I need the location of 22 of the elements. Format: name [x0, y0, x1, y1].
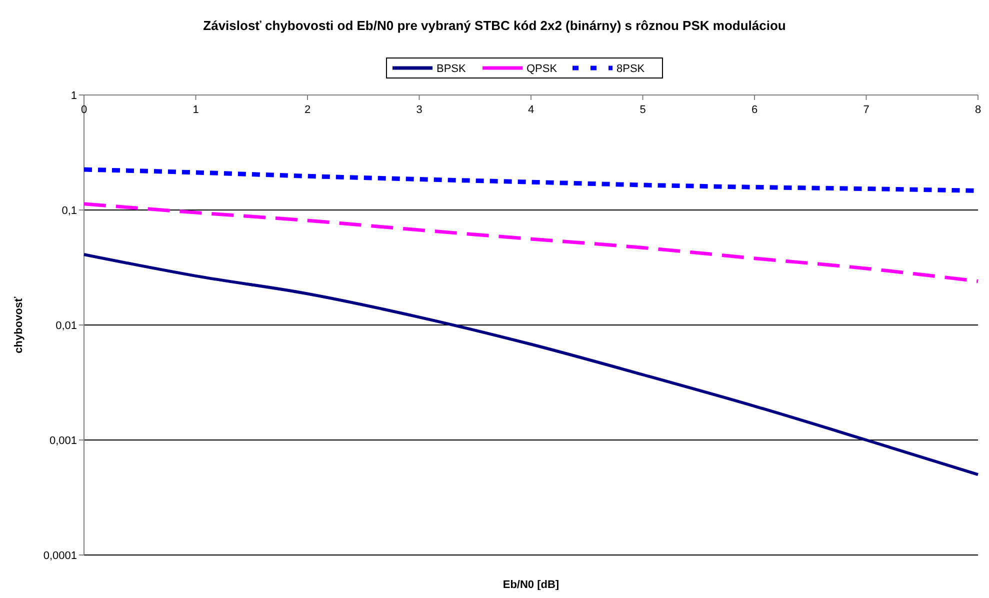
y-tick-label: 0,01	[56, 320, 77, 332]
x-tick-label: 7	[863, 104, 870, 116]
x-axis-title: Eb/N0 [dB]	[502, 579, 560, 591]
x-tick-label: 8	[974, 104, 982, 116]
x-tick-label: 4	[528, 104, 534, 116]
legend-label: BPSK	[436, 63, 467, 75]
y-tick-label: 0,0001	[43, 550, 77, 562]
x-tick-label: 5	[640, 104, 646, 116]
x-tick-label: 2	[304, 104, 311, 116]
y-tick-label: 0,1	[62, 205, 77, 217]
legend-label: QPSK	[526, 63, 558, 75]
line-series	[82, 253, 980, 476]
y-axis-title: chybovosť	[13, 296, 25, 354]
x-tick-label: 6	[751, 104, 758, 116]
x-tick-label: 3	[416, 104, 422, 116]
y-tick-label: 1	[70, 90, 77, 102]
x-tick-label: 1	[192, 104, 199, 116]
x-tick-label: 0	[80, 104, 88, 116]
legend-label: 8PSK	[616, 63, 646, 75]
y-tick-label: 0,001	[49, 435, 77, 447]
line-series	[82, 202, 980, 284]
chart-title: Závislosť chybovosti od Eb/N0 pre vybraný STBC kód 2x2 (binárny) s rôznou PSK moduláciou	[203, 18, 786, 33]
